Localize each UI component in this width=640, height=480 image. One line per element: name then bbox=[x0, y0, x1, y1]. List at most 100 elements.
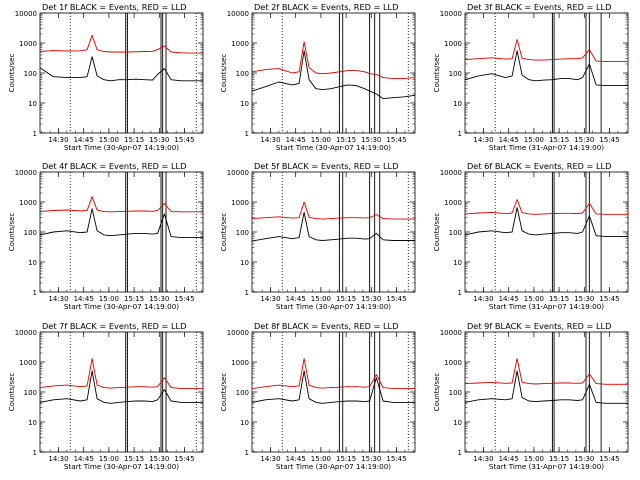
x-tick-label: 15:15 bbox=[336, 136, 356, 144]
x-tick-label: 15:45 bbox=[174, 136, 194, 144]
y-tick-label: 10 bbox=[240, 100, 249, 108]
x-tick-label: 15:45 bbox=[599, 295, 619, 303]
y-axis-label: Counts/sec bbox=[220, 54, 228, 93]
x-tick-label: 14:45 bbox=[286, 136, 306, 144]
y-tick-label: 10000 bbox=[440, 10, 462, 18]
x-axis-label: Start Time (30-Apr-07 14:19:00) bbox=[64, 302, 179, 311]
y-tick-label: 100 bbox=[449, 70, 462, 78]
y-axis-label: Counts/sec bbox=[433, 213, 441, 252]
events-series-line bbox=[464, 207, 628, 238]
y-tick-label: 10 bbox=[240, 259, 249, 267]
y-tick-label: 10 bbox=[453, 100, 462, 108]
y-tick-label: 100 bbox=[24, 389, 37, 397]
x-tick-label: 14:30 bbox=[260, 455, 280, 463]
y-tick-label: 1000 bbox=[19, 40, 37, 48]
y-tick-label: 1 bbox=[33, 289, 37, 297]
x-tick-label: 15:15 bbox=[124, 455, 144, 463]
x-tick-label: 14:30 bbox=[260, 295, 280, 303]
chart-panel-4: Det 4f BLACK = Events, RED = LLD 1 10 100 10… bbox=[8, 161, 204, 311]
chart-panel-6: Det 6f BLACK = Events, RED = LLD 1 10 100 10… bbox=[433, 161, 629, 311]
y-tick-label: 10000 bbox=[15, 329, 37, 337]
chart-title: Det 7f BLACK = Events, RED = LLD bbox=[42, 321, 186, 331]
x-tick-label: 15:15 bbox=[124, 136, 144, 144]
x-tick-label: 15:15 bbox=[549, 455, 569, 463]
y-tick-label: 1 bbox=[245, 289, 249, 297]
chart-title: Det 4f BLACK = Events, RED = LLD bbox=[42, 161, 186, 171]
y-tick-label: 1 bbox=[245, 130, 249, 138]
lld-series-line bbox=[464, 39, 628, 63]
lld-series-line bbox=[251, 41, 416, 80]
y-tick-label: 10000 bbox=[440, 169, 462, 177]
chart-title: Det 5f BLACK = Events, RED = LLD bbox=[254, 161, 398, 171]
chart-panel-7: Det 7f BLACK = Events, RED = LLD 1 10 100 10… bbox=[8, 321, 204, 471]
lld-series-line bbox=[39, 34, 203, 54]
x-tick-label: 14:30 bbox=[48, 455, 68, 463]
y-axis-label: Counts/sec bbox=[433, 54, 441, 93]
y-tick-label: 1000 bbox=[231, 40, 249, 48]
y-tick-label: 10 bbox=[28, 419, 37, 427]
x-tick-label: 14:45 bbox=[74, 136, 94, 144]
x-tick-label: 15:00 bbox=[524, 136, 544, 144]
x-tick-label: 15:00 bbox=[311, 455, 331, 463]
x-tick-label: 15:00 bbox=[524, 295, 544, 303]
lld-series-line bbox=[464, 199, 628, 215]
y-tick-label: 1000 bbox=[444, 199, 462, 207]
y-axis-label: Counts/sec bbox=[220, 373, 228, 412]
chart-title: Det 6f BLACK = Events, RED = LLD bbox=[467, 161, 611, 171]
x-tick-label: 15:00 bbox=[99, 455, 119, 463]
y-tick-label: 100 bbox=[236, 70, 249, 78]
y-tick-label: 10 bbox=[28, 259, 37, 267]
events-series-line bbox=[464, 370, 628, 404]
events-series-line bbox=[39, 56, 203, 82]
y-axis-label: Counts/sec bbox=[220, 213, 228, 252]
lld-series-line bbox=[39, 196, 203, 213]
y-tick-label: 10000 bbox=[15, 169, 37, 177]
y-tick-label: 1 bbox=[458, 449, 462, 457]
x-tick-label: 15:15 bbox=[124, 295, 144, 303]
x-tick-label: 15:45 bbox=[386, 136, 406, 144]
chart-title: Det 8f BLACK = Events, RED = LLD bbox=[254, 321, 398, 331]
x-tick-label: 15:45 bbox=[174, 455, 194, 463]
x-tick-label: 15:30 bbox=[574, 136, 594, 144]
x-tick-label: 14:30 bbox=[473, 455, 493, 463]
x-axis-label: Start Time (30-Apr-07 14:19:00) bbox=[276, 302, 391, 311]
events-series-line bbox=[251, 370, 415, 404]
y-tick-label: 1000 bbox=[19, 359, 37, 367]
y-tick-label: 1000 bbox=[444, 359, 462, 367]
x-tick-label: 15:00 bbox=[99, 295, 119, 303]
plot-frame bbox=[39, 331, 204, 453]
chart-title: Det 9f BLACK = Events, RED = LLD bbox=[467, 321, 611, 331]
x-tick-label: 15:15 bbox=[549, 295, 569, 303]
y-tick-label: 10000 bbox=[227, 10, 249, 18]
plot-frame bbox=[251, 171, 416, 293]
y-axis-label: Counts/sec bbox=[8, 54, 16, 93]
plot-frame bbox=[464, 171, 629, 293]
x-axis-label: Start Time (31-Apr-07 14:19:00) bbox=[489, 302, 604, 311]
x-tick-label: 15:30 bbox=[361, 295, 381, 303]
y-tick-label: 1 bbox=[245, 449, 249, 457]
x-axis-label: Start Time (31-Apr-07 14:19:00) bbox=[489, 143, 604, 152]
y-tick-label: 100 bbox=[236, 229, 249, 237]
y-tick-label: 1000 bbox=[231, 359, 249, 367]
plot-frame bbox=[464, 331, 629, 453]
y-tick-label: 10 bbox=[240, 419, 249, 427]
plot-frame bbox=[251, 331, 416, 453]
lld-series-line bbox=[251, 358, 415, 390]
y-tick-label: 10000 bbox=[227, 169, 249, 177]
events-series-line bbox=[251, 211, 415, 242]
x-tick-label: 14:45 bbox=[286, 295, 306, 303]
y-axis-label: Counts/sec bbox=[8, 373, 16, 412]
chart-title: Det 2f BLACK = Events, RED = LLD bbox=[254, 2, 398, 12]
lld-series-line bbox=[39, 358, 203, 390]
y-tick-label: 1000 bbox=[231, 199, 249, 207]
x-axis-label: Start Time (30-Apr-07 14:19:00) bbox=[276, 143, 391, 152]
x-tick-label: 15:00 bbox=[99, 136, 119, 144]
y-tick-label: 10 bbox=[28, 100, 37, 108]
y-tick-label: 10000 bbox=[15, 10, 37, 18]
y-tick-label: 1 bbox=[33, 449, 37, 457]
x-tick-label: 15:30 bbox=[361, 455, 381, 463]
x-tick-label: 14:30 bbox=[48, 136, 68, 144]
x-tick-label: 15:15 bbox=[549, 136, 569, 144]
x-tick-label: 15:30 bbox=[149, 136, 169, 144]
